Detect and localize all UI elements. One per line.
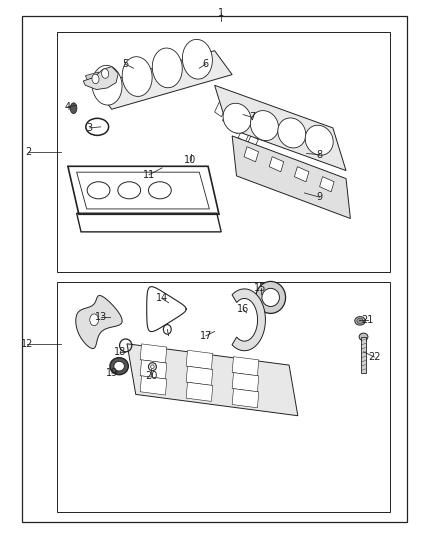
Text: 2: 2 xyxy=(25,147,32,157)
Bar xyxy=(57,282,390,512)
Polygon shape xyxy=(246,135,258,151)
Text: 7: 7 xyxy=(249,112,255,122)
Ellipse shape xyxy=(114,361,124,371)
Ellipse shape xyxy=(92,66,122,105)
Text: 15: 15 xyxy=(254,283,267,293)
Bar xyxy=(57,32,390,272)
Polygon shape xyxy=(186,382,213,401)
Polygon shape xyxy=(232,357,259,376)
Ellipse shape xyxy=(118,182,141,199)
Polygon shape xyxy=(238,126,251,142)
Polygon shape xyxy=(223,109,235,125)
Text: 22: 22 xyxy=(368,352,381,362)
Text: 5: 5 xyxy=(122,59,128,69)
Text: 4: 4 xyxy=(65,102,71,111)
Polygon shape xyxy=(232,373,259,392)
Polygon shape xyxy=(140,344,167,363)
Text: 18: 18 xyxy=(114,347,127,357)
Text: 13: 13 xyxy=(95,312,107,322)
Polygon shape xyxy=(94,51,232,109)
Ellipse shape xyxy=(262,288,279,306)
Polygon shape xyxy=(215,101,227,117)
Polygon shape xyxy=(320,176,334,192)
Ellipse shape xyxy=(92,74,99,84)
Text: 21: 21 xyxy=(362,315,374,325)
Text: 10: 10 xyxy=(184,155,197,165)
Ellipse shape xyxy=(152,48,182,88)
Text: 3: 3 xyxy=(87,123,93,133)
Bar xyxy=(361,337,366,373)
Text: 19: 19 xyxy=(106,368,118,378)
Polygon shape xyxy=(76,295,122,349)
Polygon shape xyxy=(140,360,167,379)
Ellipse shape xyxy=(182,39,212,79)
Ellipse shape xyxy=(148,182,171,199)
Ellipse shape xyxy=(359,333,368,341)
Text: 11: 11 xyxy=(143,170,155,180)
Text: 6: 6 xyxy=(203,59,209,69)
Polygon shape xyxy=(127,344,298,416)
Ellipse shape xyxy=(251,110,279,141)
Polygon shape xyxy=(232,289,265,351)
Ellipse shape xyxy=(110,358,128,375)
Polygon shape xyxy=(85,72,103,86)
Polygon shape xyxy=(269,157,284,172)
Bar xyxy=(22,16,407,522)
Polygon shape xyxy=(294,167,309,182)
Ellipse shape xyxy=(256,281,286,313)
Text: 17: 17 xyxy=(200,331,212,341)
Text: 16: 16 xyxy=(237,304,249,314)
Ellipse shape xyxy=(223,103,251,133)
Ellipse shape xyxy=(305,125,333,155)
Polygon shape xyxy=(215,85,346,171)
Text: 9: 9 xyxy=(317,192,323,202)
Ellipse shape xyxy=(70,103,77,114)
Polygon shape xyxy=(232,389,259,408)
Polygon shape xyxy=(232,136,350,219)
Text: 8: 8 xyxy=(317,150,323,159)
Ellipse shape xyxy=(102,69,109,78)
Ellipse shape xyxy=(278,118,306,148)
Polygon shape xyxy=(186,366,213,385)
Text: 20: 20 xyxy=(145,371,157,381)
Polygon shape xyxy=(230,118,243,134)
Ellipse shape xyxy=(87,182,110,199)
Polygon shape xyxy=(140,376,167,395)
Ellipse shape xyxy=(90,314,99,326)
Ellipse shape xyxy=(355,317,365,325)
Text: 1: 1 xyxy=(218,9,224,18)
Ellipse shape xyxy=(357,318,363,324)
Polygon shape xyxy=(186,350,213,369)
Text: 14: 14 xyxy=(156,294,168,303)
Text: 12: 12 xyxy=(21,339,33,349)
Polygon shape xyxy=(244,147,258,162)
Ellipse shape xyxy=(122,56,152,96)
Polygon shape xyxy=(83,67,118,90)
